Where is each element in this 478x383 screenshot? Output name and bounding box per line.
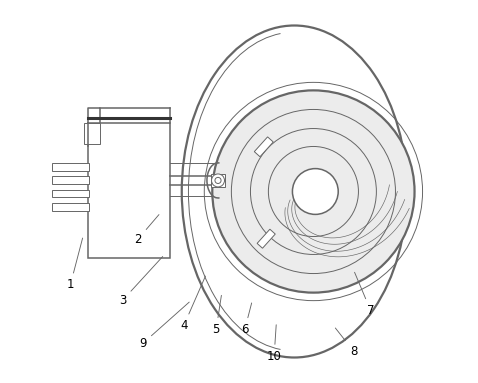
Bar <box>84 123 100 144</box>
Bar <box>52 163 89 170</box>
Polygon shape <box>254 137 273 157</box>
Bar <box>52 190 89 197</box>
Text: 1: 1 <box>66 238 83 291</box>
Ellipse shape <box>215 177 221 183</box>
Text: 4: 4 <box>180 276 206 332</box>
Bar <box>211 173 225 187</box>
Ellipse shape <box>212 90 414 293</box>
Text: 7: 7 <box>355 272 374 317</box>
Text: 8: 8 <box>336 328 357 357</box>
Polygon shape <box>257 229 275 248</box>
Text: 6: 6 <box>241 303 251 336</box>
Text: 3: 3 <box>119 257 163 307</box>
Ellipse shape <box>182 26 407 357</box>
Bar <box>52 176 89 184</box>
Bar <box>52 203 89 211</box>
Text: 10: 10 <box>267 325 282 363</box>
Text: 5: 5 <box>212 295 221 336</box>
Text: 9: 9 <box>139 302 189 350</box>
Bar <box>88 123 170 258</box>
Ellipse shape <box>293 169 338 214</box>
Text: 2: 2 <box>134 214 159 246</box>
Ellipse shape <box>212 174 225 187</box>
